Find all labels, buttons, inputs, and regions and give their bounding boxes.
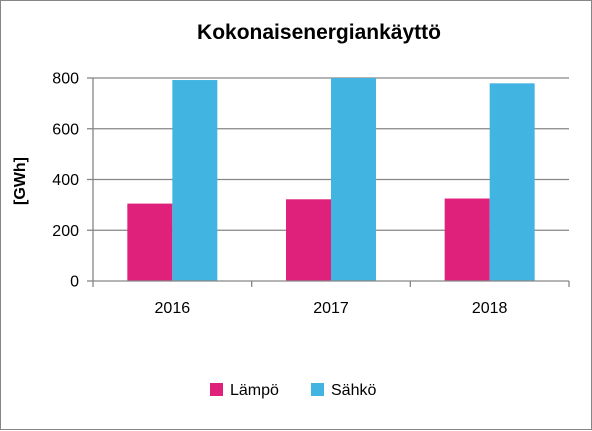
y-tick-label: 600 [52, 121, 79, 138]
axes: 0 200 400 600 800 2016 2017 2018 [52, 71, 570, 317]
legend-label: Lämpö [230, 382, 279, 399]
y-tick-label: 400 [52, 172, 79, 189]
legend-label: Sähkö [331, 382, 376, 399]
bars [127, 78, 535, 281]
bar-Sähkö-2016 [172, 80, 218, 281]
bar-Sähkö-2018 [489, 83, 535, 281]
x-tick-label: 2016 [155, 300, 191, 317]
bar-Sähkö-2017 [331, 78, 376, 281]
legend-swatch-Lämpö [210, 383, 223, 396]
bar-Lämpö-2018 [444, 198, 490, 281]
chart-title: Kokonaisenergiankäyttö [197, 21, 441, 44]
x-tick-label: 2017 [313, 300, 349, 317]
y-axis-label: [GWh] [12, 157, 29, 205]
y-tick-label: 0 [70, 274, 79, 291]
legend: Lämpö Sähkö [210, 382, 376, 399]
bar-Lämpö-2017 [286, 199, 331, 281]
x-tick-label: 2018 [472, 300, 508, 317]
y-tick-label: 800 [52, 71, 79, 88]
y-tick-label: 200 [52, 223, 79, 240]
legend-swatch-Sähkö [311, 383, 324, 396]
bar-Lämpö-2016 [127, 203, 173, 281]
